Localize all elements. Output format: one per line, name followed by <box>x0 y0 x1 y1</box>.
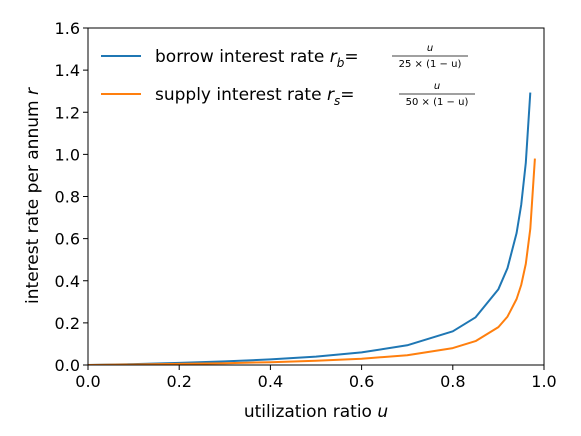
legend-frac-num-supply: u <box>434 81 440 92</box>
legend-frac-den-supply: 50 × (1 − u) <box>406 97 469 108</box>
legend: borrow interest rate rb= u 25 × (1 − u) … <box>101 43 475 108</box>
legend-label-borrow: borrow interest rate rb= <box>155 47 359 70</box>
legend-label-supply: supply interest rate rs= <box>155 85 354 108</box>
legend-frac-num-borrow: u <box>427 43 433 54</box>
y-tick-label: 0.4 <box>55 272 80 291</box>
legend-entry-supply: supply interest rate rs= u 50 × (1 − u) <box>101 81 475 108</box>
x-tick-label: 0.4 <box>258 372 283 391</box>
y-tick-label: 1.6 <box>55 19 80 38</box>
x-tick-label: 1.0 <box>531 372 556 391</box>
y-axis-ticks: 0.0 0.2 0.4 0.6 0.8 1.0 1.2 1.4 1.6 <box>55 19 88 375</box>
series-line-s <box>88 158 536 365</box>
legend-entry-borrow: borrow interest rate rb= u 25 × (1 − u) <box>101 43 468 70</box>
x-tick-label: 0.6 <box>349 372 374 391</box>
plot-frame <box>87 27 545 366</box>
x-axis-ticks: 0.0 0.2 0.4 0.6 0.8 1.0 <box>75 365 557 391</box>
x-tick-label: 0.8 <box>440 372 465 391</box>
x-tick-label: 0.2 <box>166 372 191 391</box>
y-tick-label: 1.0 <box>55 145 80 164</box>
y-tick-label: 1.2 <box>55 103 80 122</box>
y-tick-label: 0.8 <box>55 188 80 207</box>
legend-frac-den-borrow: 25 × (1 − u) <box>399 59 462 70</box>
y-tick-label: 0.6 <box>55 230 80 249</box>
x-tick-label: 0.0 <box>75 372 100 391</box>
series-line-b <box>88 92 532 365</box>
x-axis-label: utilization ratio u <box>244 402 389 422</box>
y-axis-label: interest rate per annum r <box>23 87 43 304</box>
y-tick-label: 0.0 <box>55 356 80 375</box>
y-tick-label: 0.2 <box>55 314 80 333</box>
series-layer <box>88 92 536 365</box>
y-tick-label: 1.4 <box>55 61 80 80</box>
